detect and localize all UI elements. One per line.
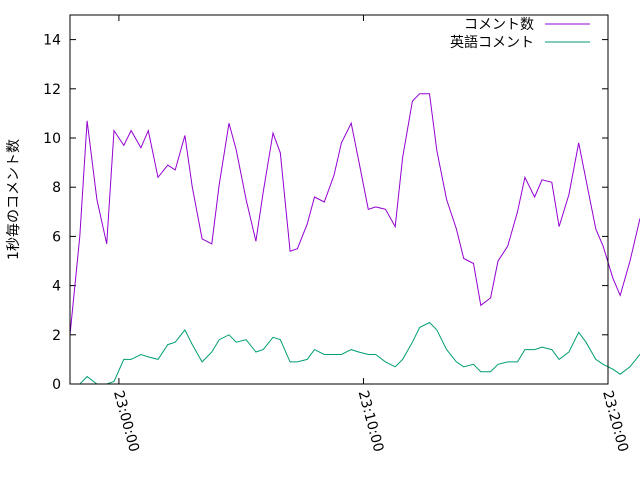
y-tick-label: 12 <box>43 82 61 98</box>
series-line-1 <box>69 93 640 335</box>
y-tick-label: 6 <box>52 229 61 245</box>
y-axis-label: 1秒毎のコメント数 <box>6 139 22 260</box>
y-tick-label: 8 <box>52 180 61 196</box>
legend-label: 英語コメント <box>450 34 534 51</box>
plot-frame <box>69 14 609 385</box>
series-line-2 <box>79 321 640 385</box>
y-tick-label: 14 <box>43 33 61 49</box>
legend-label: コメント数 <box>464 17 534 33</box>
y-tick-label: 0 <box>52 377 61 393</box>
y-tick-label: 2 <box>52 328 61 344</box>
x-tick-label: 23:20:00 <box>599 389 631 454</box>
y-tick-label: 10 <box>43 131 61 147</box>
x-tick-label: 23:00:00 <box>110 389 142 454</box>
x-tick-label: 23:10:00 <box>355 389 387 454</box>
y-tick-label: 4 <box>52 279 61 295</box>
